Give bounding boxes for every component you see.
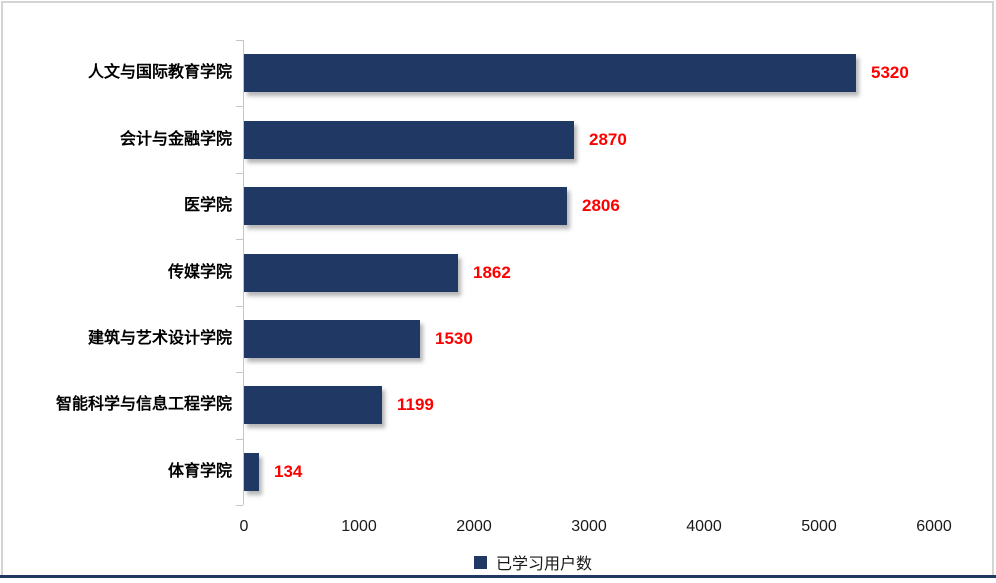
frame-border-left: [1, 1, 3, 575]
x-axis-tick-label: 2000: [456, 518, 492, 535]
category-label: 体育学院: [167, 463, 232, 480]
x-axis-tick-label: 1000: [341, 518, 377, 535]
bar[interactable]: [244, 453, 259, 491]
frame-border-top: [1, 1, 994, 3]
value-label: 134: [274, 462, 303, 481]
axis-tick: [236, 372, 243, 373]
value-label: 2870: [589, 130, 627, 149]
value-label: 2806: [582, 196, 620, 215]
bar[interactable]: [244, 386, 382, 424]
category-label: 医学院: [183, 197, 232, 214]
category-label: 会计与金融学院: [119, 131, 232, 148]
x-axis-tick-label: 6000: [916, 518, 952, 535]
legend-label: 已学习用户数: [496, 556, 593, 573]
axis-tick: [236, 239, 243, 240]
axis-tick: [236, 40, 243, 41]
value-label: 5320: [871, 63, 909, 82]
category-label: 建筑与艺术设计学院: [87, 330, 232, 347]
x-axis-tick-label: 5000: [801, 518, 837, 535]
x-axis-tick-label: 0: [239, 518, 249, 535]
x-axis-tick-label: 3000: [571, 518, 607, 535]
bar[interactable]: [244, 320, 420, 358]
legend[interactable]: 已学习用户数: [474, 550, 592, 574]
value-label: 1862: [473, 263, 511, 282]
category-label: 人文与国际教育学院: [87, 64, 232, 81]
value-label: 1199: [397, 395, 434, 414]
bar[interactable]: [244, 54, 856, 92]
category-label: 智能科学与信息工程学院: [55, 396, 232, 413]
bar[interactable]: [244, 121, 574, 159]
frame-border-right: [992, 1, 994, 575]
bar[interactable]: [244, 254, 458, 292]
axis-tick: [236, 106, 243, 107]
legend-swatch-icon: [474, 555, 487, 569]
value-label: 1530: [435, 329, 473, 348]
category-axis-line: [243, 40, 244, 505]
axis-tick: [236, 505, 243, 506]
category-label: 传媒学院: [167, 264, 232, 281]
axis-tick: [236, 306, 243, 307]
bottom-accent-line: [0, 575, 996, 578]
axis-tick: [236, 173, 243, 174]
bar[interactable]: [244, 187, 567, 225]
axis-tick: [236, 439, 243, 440]
x-axis-tick-label: 4000: [686, 518, 722, 535]
